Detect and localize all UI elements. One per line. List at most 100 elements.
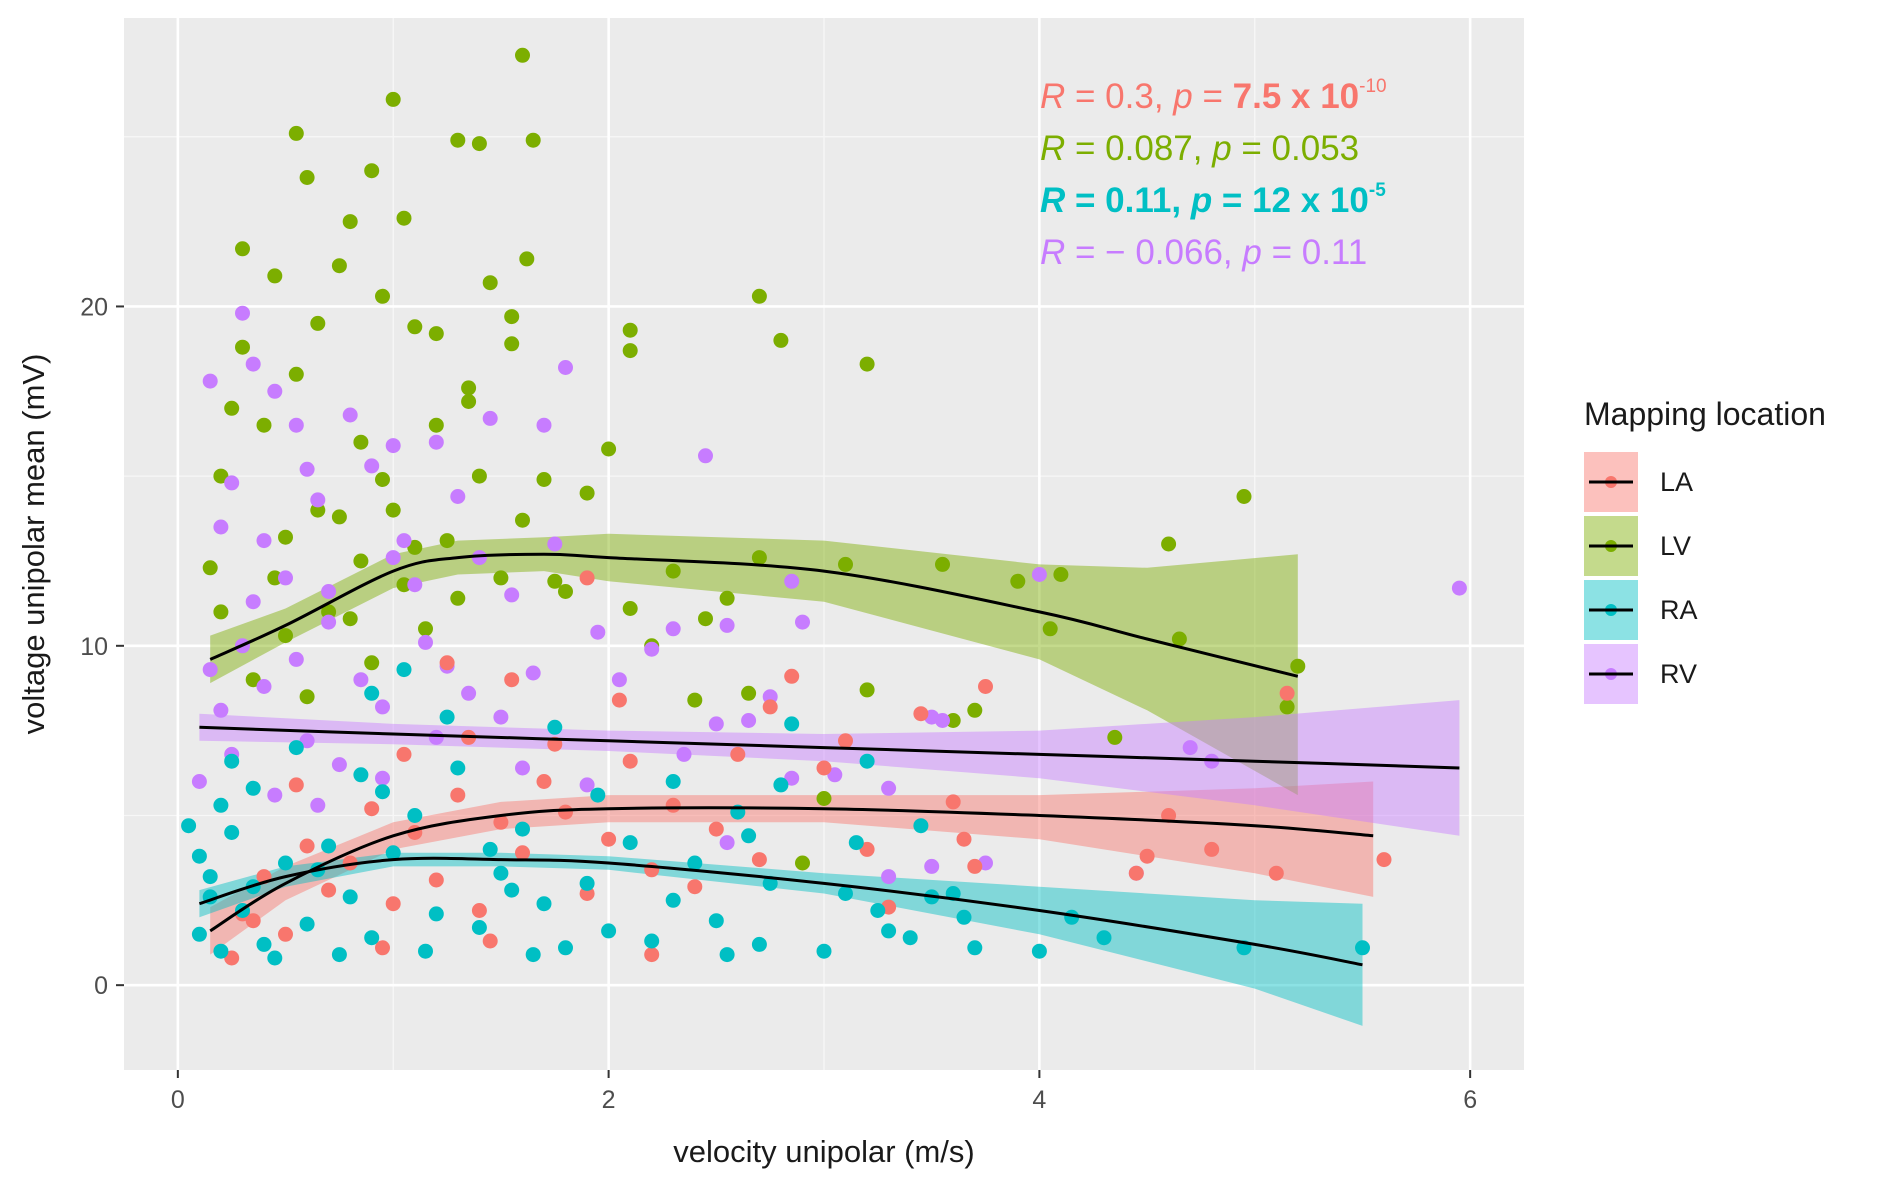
data-point-lv [461,380,477,396]
data-point-rv [342,407,358,423]
legend-label-ra: RA [1660,595,1698,625]
data-point-rv [579,777,595,793]
y-tick-label: 0 [94,972,108,1000]
legend-label-lv: LV [1660,531,1691,561]
data-point-rv [881,869,897,885]
data-point-ra [816,943,832,959]
data-point-ra [762,875,778,891]
data-point-lv [935,556,950,572]
data-point-rv [493,709,509,725]
data-point-lv [364,163,380,179]
data-point-rv [256,679,272,694]
x-axis-title: velocity unipolar (m/s) [673,1134,974,1169]
y-axis-title: voltage unipolar mean (mV) [16,354,51,735]
data-point-rv [719,835,735,851]
data-point-ra [913,818,929,834]
data-point-lv [859,682,875,698]
data-point-la [375,940,390,956]
data-point-lv [331,258,347,274]
data-point-rv [428,729,444,745]
data-point-ra [202,869,218,885]
data-point-rv [321,614,337,630]
data-point-la [945,794,961,810]
x-tick-label: 2 [602,1086,616,1114]
data-point-lv [719,590,735,606]
data-point-la [288,777,304,793]
data-point-lv [375,288,390,304]
data-point-rv [353,672,369,688]
data-point-rv [881,780,897,796]
data-point-ra [687,855,703,871]
data-point-ra [622,835,638,851]
data-point-la [321,882,337,898]
data-point-lv [601,441,617,457]
data-point-lv [428,326,444,342]
stat-p-label: p [1172,77,1192,116]
data-point-la [730,746,746,762]
data-point-ra [870,903,886,918]
data-point-ra [353,767,369,783]
data-point-la [913,706,929,722]
stat-p-label: p [1190,181,1212,220]
fit-curves [198,552,1460,967]
data-point-lv [1290,658,1306,674]
data-point-rv [1451,580,1467,596]
data-point-lv [407,539,423,555]
stat-r-label: R [1040,181,1066,220]
data-point-lv [1010,573,1026,589]
data-point-lv [278,628,293,644]
data-point-rv [245,356,261,372]
data-point-la [579,570,595,586]
confidence-band-ra [199,852,1363,1026]
data-point-lv [751,550,767,566]
confidence-band-lv [210,533,1298,796]
data-point-lv [773,332,789,348]
data-point-la [493,814,509,830]
data-point-lv [1236,489,1252,504]
data-point-lv [299,170,315,185]
data-point-la [838,733,853,749]
data-point-lv [353,553,369,569]
data-point-lv [504,336,520,352]
data-point-la [450,787,466,803]
x-tick-label: 6 [1463,1086,1477,1114]
data-point-lv [450,590,466,606]
data-point-ra [601,923,617,939]
data-point-rv [245,594,261,610]
data-point-ra [385,845,401,861]
data-point-lv [299,689,315,705]
data-point-rv [827,767,843,783]
data-point-ra [213,943,229,959]
data-point-rv [644,641,660,657]
data-point-rv [396,533,412,549]
data-point-ra [504,882,520,898]
data-point-la [504,672,520,688]
data-point-ra [558,940,573,956]
data-point-lv [622,322,638,338]
data-point-ra [784,716,800,732]
data-point-ra [547,719,563,735]
data-point-rv [288,651,304,667]
stat-r-value: = 0.3, [1065,77,1173,116]
stat-p-value: = 12 x 10 [1212,181,1369,220]
data-point-la [708,821,724,837]
data-point-ra [439,709,455,725]
data-point-lv [364,655,380,671]
data-point-rv [665,621,681,637]
data-point-la [1128,865,1144,881]
data-point-lv [558,584,573,599]
data-point-lv [515,47,530,63]
data-point-rv [698,448,713,464]
data-point-lv [288,125,304,141]
data-point-la [536,774,552,789]
data-point-ra [579,875,595,891]
data-point-la [224,950,240,966]
data-point-ra [396,662,412,678]
data-point-ra [375,784,390,800]
stat-annotation-ra: R = 0.11, p = 12 x 10-5 [1040,180,1386,220]
data-point-lv [1171,631,1187,647]
data-point-la [558,804,573,820]
data-point-rv [461,685,477,701]
data-point-lv [1107,729,1123,745]
data-point-ra [838,886,853,901]
